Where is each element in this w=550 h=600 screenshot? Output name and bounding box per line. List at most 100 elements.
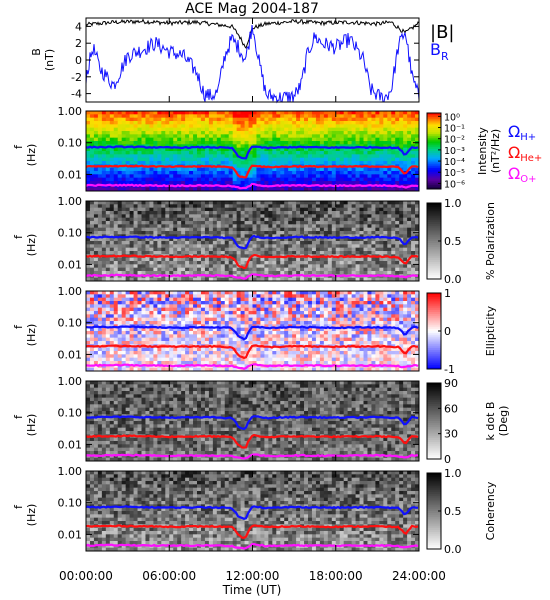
- spectrogram-cell: [157, 307, 162, 312]
- spectrogram-cell: [387, 174, 392, 179]
- spectrogram-cell: [276, 307, 281, 312]
- spectrogram-cell: [97, 154, 103, 159]
- spectrogram-cell: [304, 201, 309, 205]
- spectrogram-cell: [395, 311, 400, 315]
- spectrogram-cell: [169, 301, 174, 305]
- spectrogram-cell: [248, 154, 253, 159]
- spectrogram-cell: [288, 247, 293, 252]
- spectrogram-cell: [157, 151, 162, 155]
- spectrogram-cell: [248, 111, 253, 115]
- spectrogram-cell: [149, 251, 154, 255]
- spectrogram-cell: [252, 181, 257, 185]
- spectrogram-cell: [86, 304, 91, 309]
- spectrogram-cell: [335, 111, 341, 115]
- spectrogram-cell: [304, 167, 309, 172]
- spectrogram-cell: [228, 234, 234, 239]
- spectrogram-cell: [236, 134, 241, 139]
- spectrogram-cell: [121, 244, 127, 249]
- spectrogram-cell: [335, 261, 341, 265]
- spectrogram-cell: [304, 244, 309, 249]
- spectrogram-cell: [347, 247, 352, 252]
- spectrogram-cell: [220, 247, 226, 252]
- spectrogram-cell: [197, 251, 202, 255]
- spectrogram-cell: [411, 224, 416, 229]
- spectrogram-cell: [113, 247, 119, 252]
- spectrogram-cell: [371, 234, 376, 239]
- spectrogram-cell: [181, 221, 186, 225]
- spectrogram-cell: [117, 314, 123, 319]
- spectrogram-cell: [280, 127, 285, 132]
- spectrogram-cell: [347, 111, 352, 115]
- spectrogram-cell: [331, 261, 337, 265]
- spectrogram-cell: [383, 277, 388, 281]
- spectrogram-cell: [86, 261, 91, 265]
- spectrogram-cell: [248, 317, 253, 322]
- spectrogram-cell: [256, 267, 261, 272]
- spectrogram-cell: [371, 171, 376, 175]
- spectrogram-cell: [181, 157, 186, 162]
- spectrogram-cell: [264, 127, 269, 132]
- spectrogram-cell: [161, 121, 166, 125]
- spectrogram-cell: [367, 304, 372, 309]
- spectrogram-cell: [292, 277, 297, 281]
- spectrogram-cell: [319, 154, 325, 159]
- spectrogram-cell: [189, 114, 194, 119]
- spectrogram-cell: [323, 111, 329, 115]
- spectrogram-cell: [256, 207, 261, 212]
- spectrogram-cell: [244, 141, 249, 145]
- colorbar-swatch: [427, 145, 441, 148]
- spectrogram-cell: [319, 211, 325, 215]
- spectrogram-cell: [335, 271, 341, 275]
- spectrogram-cell: [193, 317, 198, 322]
- spectrogram-cell: [117, 117, 123, 122]
- spectrogram-cell: [97, 171, 103, 175]
- spectrogram-cell: [280, 257, 285, 262]
- spectrogram-cell: [399, 114, 404, 119]
- spectrogram-cell: [204, 247, 210, 252]
- spectrogram-cell: [300, 134, 305, 139]
- spectrogram-cell: [335, 134, 341, 139]
- spectrogram-cell: [117, 224, 123, 229]
- spectrogram-cell: [272, 174, 277, 179]
- spectrogram-cell: [311, 141, 317, 145]
- spectrogram-cell: [272, 147, 277, 152]
- spectrogram-cell: [89, 297, 95, 302]
- spectrogram-cell: [260, 207, 265, 212]
- colorbar-swatch: [427, 152, 441, 156]
- spectrogram-cell: [157, 257, 162, 262]
- spectrogram-cell: [224, 267, 230, 272]
- spectrogram-cell: [387, 157, 392, 162]
- spectrogram-cell: [113, 171, 119, 175]
- spectrogram-cell: [311, 124, 317, 129]
- spectrogram-cell: [403, 131, 408, 135]
- spectrogram-cell: [149, 211, 154, 215]
- spectrogram-cell: [327, 214, 333, 219]
- spectrogram-cell: [137, 297, 142, 302]
- spectrogram-cell: [252, 174, 257, 179]
- spectrogram-cell: [109, 127, 115, 132]
- spectrogram-cell: [359, 177, 364, 182]
- spectrogram-cell: [399, 221, 404, 225]
- spectrogram-cell: [193, 131, 198, 135]
- spectrogram-cell: [252, 264, 257, 269]
- colorbar-swatch: [427, 147, 441, 150]
- spectrogram-cell: [105, 221, 111, 225]
- spectrogram-cell: [86, 224, 91, 229]
- spectrogram-cell: [319, 134, 325, 139]
- spectrogram-cell: [383, 297, 388, 302]
- spectrogram-cell: [323, 147, 329, 152]
- spectrogram-cell: [157, 201, 162, 205]
- spectrogram-cell: [268, 277, 273, 281]
- spectrogram-cell: [395, 117, 400, 122]
- spectrogram-cell: [228, 321, 234, 325]
- spectrogram-cell: [359, 317, 364, 322]
- spectrogram-cell: [189, 291, 194, 295]
- spectrogram-cell: [236, 211, 241, 215]
- spectrogram-cell: [315, 177, 321, 182]
- spectrogram-cell: [157, 297, 162, 302]
- spectrogram-cell: [359, 301, 364, 305]
- spectrogram-cell: [308, 227, 313, 232]
- spectrogram-cell: [185, 317, 190, 322]
- spectrogram-cell: [189, 124, 194, 129]
- spectrogram-cell: [89, 227, 95, 232]
